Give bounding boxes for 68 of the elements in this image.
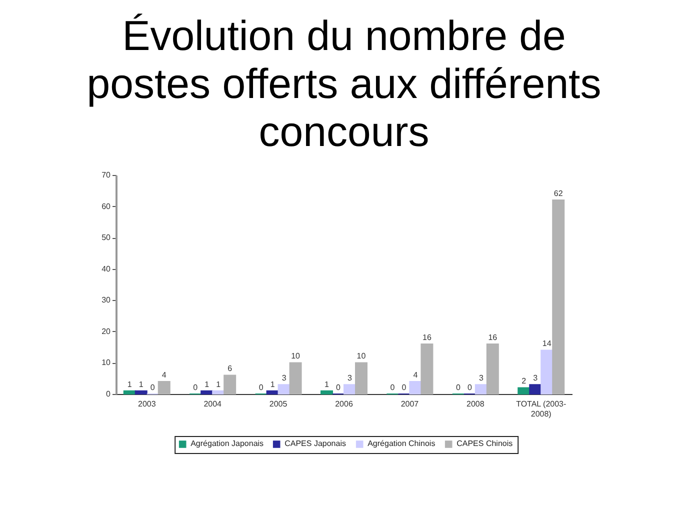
bar [540,350,554,394]
bar [355,362,368,394]
data-label: 62 [554,189,564,198]
y-tick-label: 30 [102,296,112,305]
data-label: 0 [390,383,396,392]
data-label: 0 [150,383,156,392]
x-tick-label: TOTAL (2003-2008) [516,400,566,418]
data-label: 10 [291,352,301,361]
x-tick-label: 2004 [204,400,222,408]
bar [344,384,356,394]
legend-label: Agrégation Japonais [190,439,264,448]
legend-label: Agrégation Chinois [368,439,436,448]
data-label: 3 [533,374,538,383]
data-label: 0 [402,383,407,392]
data-label: 1 [204,380,210,389]
data-label: 4 [162,370,167,380]
bar [123,390,136,394]
y-tick-label: 50 [102,233,112,242]
y-tick-label: 10 [102,358,112,368]
bar [529,384,542,394]
data-label: 2 [522,376,527,386]
data-label: 1 [127,380,132,389]
data-label: 10 [356,352,366,361]
bar [212,390,225,394]
data-label: 0 [336,383,342,392]
y-tick-label: 70 [102,170,112,180]
x-tick-label: 2007 [400,400,420,408]
data-label: 16 [422,332,432,342]
y-tick-label: 0 [106,390,112,398]
data-label: 0 [456,383,461,392]
data-label: 3 [348,374,353,383]
data-label: 3 [282,374,287,383]
bar [278,384,290,394]
bar [200,390,214,394]
data-label: 1 [324,380,330,389]
data-label: 0 [258,383,264,392]
data-label: 4 [413,370,418,380]
bar [134,390,148,394]
bar [552,200,565,394]
bar [409,380,422,394]
x-tick-label: 2003 [138,400,156,408]
bar [474,384,488,394]
data-label: 16 [488,332,498,342]
bar [486,343,499,394]
legend-label: CAPES Chinois [456,439,513,448]
bar [224,374,236,394]
bar [320,390,333,394]
x-tick-label: 2005 [269,400,288,408]
bar [518,387,530,394]
bar [289,362,302,394]
data-label: 1 [270,380,276,389]
x-tick-label: 2008 [466,400,485,408]
data-label: 6 [228,364,233,374]
chart-title: Évolution du nombre de postes offerts aux différents concours [86,12,602,155]
legend-label: CAPES Japonais [284,439,346,448]
data-label: 0 [467,383,472,392]
data-label: 3 [478,374,484,383]
y-tick-label: 20 [102,326,112,336]
data-label: 0 [193,383,198,392]
data-label: 14 [542,339,552,348]
x-tick-label: 2006 [335,400,354,408]
data-label: 1 [216,380,222,389]
bar [158,380,170,394]
y-tick-label: 40 [102,264,112,274]
y-tick-label: 60 [102,202,112,211]
data-label: 1 [138,380,144,389]
bar [420,343,434,394]
bar [266,390,279,394]
